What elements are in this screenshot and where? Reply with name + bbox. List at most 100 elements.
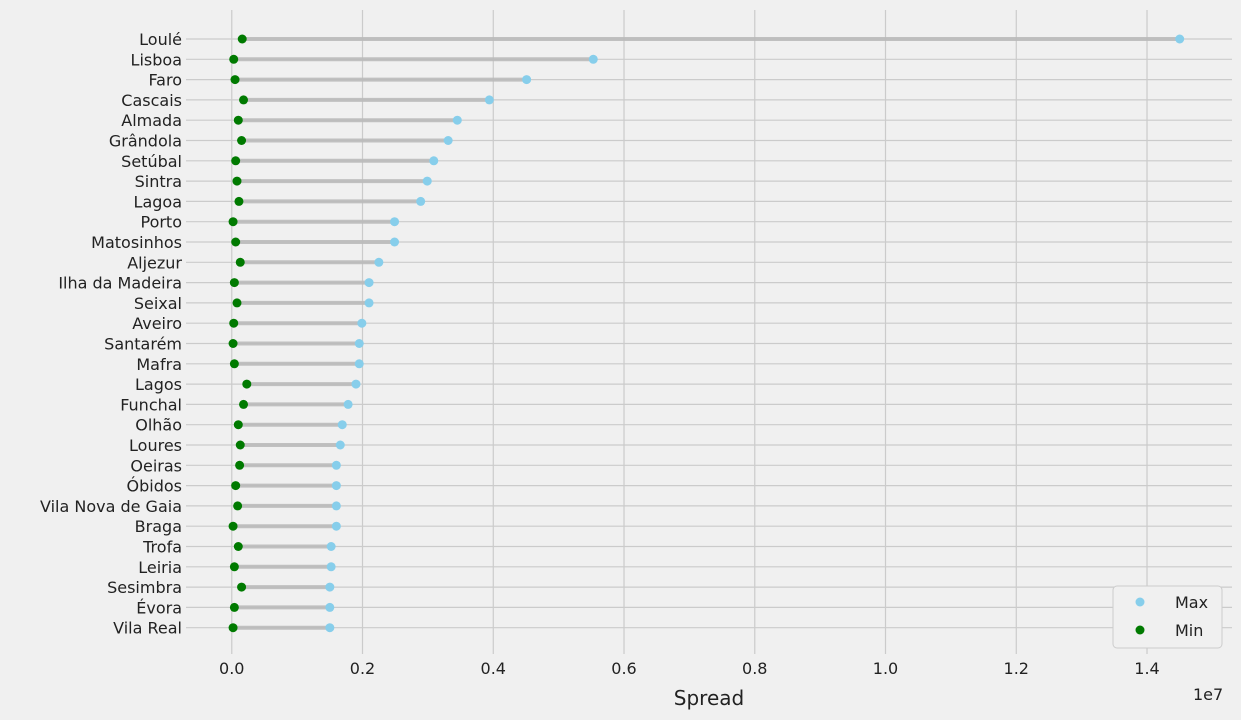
y-tick-label: Sesimbra (107, 578, 182, 597)
y-tick-label: Lisboa (131, 50, 182, 69)
max-point (422, 176, 432, 186)
y-tick-label: Seixal (134, 294, 182, 313)
y-tick-label: Óbidos (127, 477, 182, 496)
x-tick-label: 0.6 (611, 659, 636, 678)
min-point (231, 237, 241, 247)
legend-marker-max (1135, 597, 1145, 607)
min-point (233, 115, 243, 125)
min-point (239, 399, 249, 409)
min-point (235, 460, 245, 470)
min-point (237, 582, 247, 592)
markers (228, 34, 1185, 633)
max-point (390, 217, 400, 227)
max-point (331, 521, 341, 531)
max-point (443, 136, 453, 145)
y-tick-label: Aveiro (132, 314, 182, 333)
y-tick-label: Ilha da Madeira (58, 274, 182, 293)
y-tick-label: Trofa (142, 538, 182, 557)
min-point (233, 420, 243, 430)
max-point (354, 359, 364, 369)
legend-label-min: Min (1175, 621, 1203, 640)
y-tick-label: Évora (136, 598, 182, 617)
min-point (232, 298, 242, 308)
x-axis-label: Spread (674, 686, 744, 710)
max-point (364, 298, 374, 308)
min-point (232, 176, 242, 186)
min-point (229, 278, 239, 288)
y-tick-label: Grândola (109, 132, 182, 151)
y-tick-label: Porto (140, 213, 182, 232)
x-scale-label: 1e7 (1193, 685, 1223, 704)
max-point (588, 54, 598, 64)
min-point (229, 562, 239, 572)
y-tick-label: Oeiras (130, 456, 182, 475)
min-point (235, 257, 245, 267)
x-tick-label: 1.0 (873, 659, 898, 678)
min-point (228, 623, 238, 633)
max-point (1175, 34, 1185, 44)
legend-label-max: Max (1175, 593, 1208, 612)
min-point (229, 602, 239, 612)
max-point (357, 318, 367, 328)
max-point (326, 562, 336, 572)
legend: Max Min (1112, 585, 1223, 649)
max-point (351, 379, 361, 389)
y-tick-label: Aljezur (127, 253, 182, 272)
y-tick-label: Almada (121, 111, 182, 130)
max-point (484, 95, 494, 105)
min-point (239, 95, 249, 105)
x-tick-label: 1.4 (1134, 659, 1159, 678)
min-point (237, 34, 247, 44)
x-tick-label: 1.2 (1004, 659, 1029, 678)
min-point (242, 379, 252, 389)
min-point (229, 318, 239, 328)
y-tick-label: Faro (148, 71, 182, 90)
max-point (416, 196, 426, 206)
max-point (354, 339, 364, 348)
max-point (390, 237, 400, 247)
min-point (231, 481, 241, 491)
y-tick-label: Braga (135, 517, 182, 536)
min-point (237, 136, 247, 145)
y-tick-label: Funchal (120, 395, 182, 414)
y-tick-label: Setúbal (121, 152, 182, 171)
min-point (235, 440, 245, 450)
max-point (364, 278, 374, 288)
max-point (325, 623, 335, 633)
max-point (331, 460, 341, 470)
y-tick-label: Loures (129, 436, 182, 455)
y-tick-label: Sintra (135, 172, 182, 191)
max-point (335, 440, 345, 450)
legend-marker-min (1135, 625, 1145, 635)
y-tick-label: Loulé (139, 30, 182, 49)
x-tick-label: 0.2 (350, 659, 375, 678)
max-point (331, 481, 341, 491)
x-tick-label: 0.8 (742, 659, 767, 678)
y-tick-label: Lagoa (134, 192, 182, 211)
max-point (325, 582, 335, 592)
min-point (230, 75, 240, 85)
y-tick-label: Olhão (135, 416, 182, 435)
min-point (229, 359, 239, 369)
max-point (343, 399, 353, 409)
max-point (429, 156, 439, 166)
y-tick-label: Leiria (138, 558, 182, 577)
min-point (233, 542, 243, 551)
x-tick-labels: 0.0 0.2 0.4 0.6 0.8 1.0 1.2 1.4 (219, 659, 1160, 678)
y-tick-label: Vila Nova de Gaia (40, 497, 182, 516)
max-point (522, 75, 532, 85)
y-tick-label: Vila Real (113, 619, 182, 638)
max-point (452, 115, 462, 125)
y-tick-label: Lagos (135, 375, 182, 394)
min-point (229, 54, 239, 64)
min-point (231, 156, 241, 166)
grid (186, 10, 1232, 654)
min-point (228, 339, 238, 348)
min-point (228, 217, 238, 227)
max-point (326, 542, 336, 551)
max-point (337, 420, 347, 430)
y-tick-label: Santarém (104, 335, 182, 354)
max-point (374, 257, 384, 267)
